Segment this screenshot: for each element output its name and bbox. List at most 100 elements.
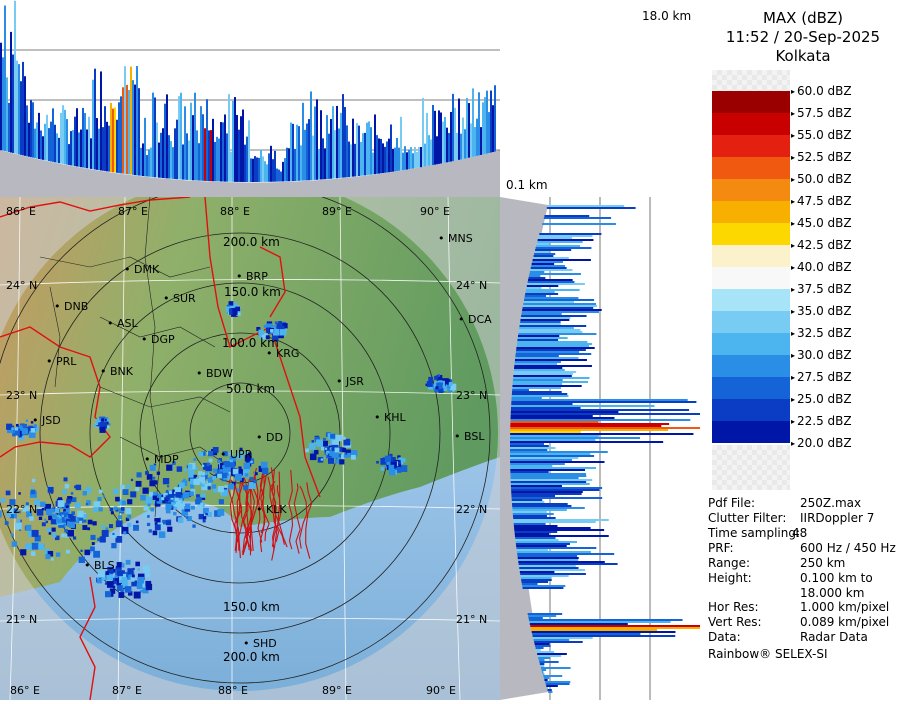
info-val-sampling: 48 bbox=[792, 526, 808, 540]
city-mns: • MNS bbox=[438, 232, 473, 245]
info-val-hor-res: 1.000 km/pixel bbox=[800, 600, 890, 614]
city-jsr: • JSR bbox=[336, 375, 364, 388]
info-key-prf: PRF: bbox=[708, 541, 734, 555]
lon-label-86-bottom: 86° E bbox=[10, 684, 40, 697]
info-key-clutter: Clutter Filter: bbox=[708, 511, 787, 525]
city-brp: • BRP bbox=[236, 270, 268, 283]
legend-label: 37.5 dBZ bbox=[791, 282, 852, 296]
city-sur: • SUR bbox=[163, 292, 196, 305]
profile-scale: 18.0 km 0.1 km bbox=[500, 0, 700, 197]
city-klk: • KLK bbox=[256, 503, 287, 516]
footer-credit: Rainbow® SELEX-SI bbox=[708, 647, 828, 661]
city-prl: • PRL bbox=[46, 355, 77, 368]
map-echoes bbox=[0, 301, 457, 599]
lat-label-22: 22° N bbox=[6, 503, 38, 516]
city-dnb: • DNB bbox=[54, 300, 89, 313]
info-key-vert-res: Vert Res: bbox=[708, 615, 762, 629]
info-val-clutter: IIRDoppler 7 bbox=[800, 511, 875, 525]
city-dca: • DCA bbox=[458, 313, 492, 326]
legend-label: 27.5 dBZ bbox=[791, 370, 852, 384]
legend-label: 40.0 dBZ bbox=[791, 260, 852, 274]
city-krg: • KRG bbox=[266, 347, 300, 360]
city-dd: • DD bbox=[256, 431, 283, 444]
legend-swatch bbox=[712, 311, 790, 333]
ring-label-200: 200.0 km bbox=[223, 235, 280, 249]
legend-label: 55.0 dBZ bbox=[791, 128, 852, 142]
legend-swatch bbox=[712, 355, 790, 377]
lat-label-22-right: 22° N bbox=[456, 503, 488, 516]
legend-label: 42.5 dBZ bbox=[791, 238, 852, 252]
lat-label-21: 21° N bbox=[6, 613, 38, 626]
product-time: 11:52 / 20-Sep-2025 bbox=[725, 28, 881, 46]
lon-label-87-bottom: 87° E bbox=[112, 684, 142, 697]
lat-label-21-right: 21° N bbox=[456, 613, 488, 626]
lon-label-88: 88° E bbox=[220, 205, 250, 218]
info-val-data: Radar Data bbox=[800, 630, 868, 644]
legend-swatch bbox=[712, 399, 790, 421]
legend-swatch bbox=[712, 179, 790, 201]
legend-swatch bbox=[712, 377, 790, 399]
ring-label-150: 150.0 km bbox=[224, 285, 281, 299]
legend-swatch bbox=[712, 91, 790, 113]
info-key-range: Range: bbox=[708, 556, 751, 570]
legend-swatch bbox=[712, 113, 790, 135]
city-bnk: • BNK bbox=[100, 365, 133, 378]
lon-label-90-bottom: 90° E bbox=[426, 684, 456, 697]
legend-label: 47.5 dBZ bbox=[791, 194, 852, 208]
info-key-height: Height: bbox=[708, 571, 752, 585]
legend-label: 32.5 dBZ bbox=[791, 326, 852, 340]
info-val-height: 0.100 km to 18.000 km bbox=[800, 571, 873, 600]
city-upr: • UPR bbox=[220, 448, 253, 461]
legend-label: 50.0 dBZ bbox=[791, 172, 852, 186]
lat-label-23: 23° N bbox=[6, 389, 38, 402]
legend-label: 35.0 dBZ bbox=[791, 304, 852, 318]
lat-label-23-right: 23° N bbox=[456, 389, 488, 402]
city-jsd: • JSD bbox=[32, 414, 61, 427]
top-profile-echoes bbox=[0, 0, 496, 182]
city-asl: • ASL bbox=[107, 317, 138, 330]
city-shd: • SHD bbox=[243, 637, 277, 650]
lon-label-87: 87° E bbox=[118, 205, 148, 218]
legend-swatch bbox=[712, 157, 790, 179]
ring-label-200-south: 200.0 km bbox=[223, 650, 280, 664]
legend-swatch bbox=[712, 245, 790, 267]
legend-swatch bbox=[712, 267, 790, 289]
min-height-label: 0.1 km bbox=[506, 178, 548, 192]
legend-label: 20.0 dBZ bbox=[791, 436, 852, 450]
legend-label: 52.5 dBZ bbox=[791, 150, 852, 164]
legend-label: 60.0 dBZ bbox=[791, 84, 852, 98]
info-key-hor-res: Hor Res: bbox=[708, 600, 759, 614]
city-bsl: • BSL bbox=[454, 430, 485, 443]
product-station: Kolkata bbox=[775, 47, 831, 65]
info-val-pdf: 250Z.max bbox=[800, 496, 862, 510]
legend-label: 25.0 dBZ bbox=[791, 392, 852, 406]
city-dgp: • DGP bbox=[141, 333, 175, 346]
ring-label-50: 50.0 km bbox=[226, 382, 276, 396]
lon-label-89: 89° E bbox=[322, 205, 352, 218]
lon-label-89-bottom: 89° E bbox=[322, 684, 352, 697]
lon-label-90: 90° E bbox=[420, 205, 450, 218]
city-dmk: • DMK bbox=[124, 263, 160, 276]
city-bdw: • BDW bbox=[196, 367, 233, 380]
ring-label-150-south: 150.0 km bbox=[223, 600, 280, 614]
legend-label: 22.5 dBZ bbox=[791, 414, 852, 428]
product-title: MAX (dBZ) bbox=[762, 9, 844, 27]
info-key-sampling: Time sampling: bbox=[708, 526, 801, 540]
right-profile-echoes bbox=[510, 205, 719, 693]
ring-label-100: 100.0 km bbox=[222, 336, 279, 350]
legend-swatch bbox=[712, 223, 790, 245]
legend-label: 57.5 dBZ bbox=[791, 106, 852, 120]
max-height-label: 18.0 km bbox=[642, 9, 692, 23]
radar-map[interactable]: 86° E 87° E 88° E 89° E 90° E 86° E 87° … bbox=[0, 197, 500, 700]
legend-swatch bbox=[712, 421, 790, 443]
info-key-data: Data: bbox=[708, 630, 741, 644]
legend-label: 30.0 dBZ bbox=[791, 348, 852, 362]
info-panel: MAX (dBZ) 11:52 / 20-Sep-2025 Kolkata 60… bbox=[700, 0, 906, 700]
lat-label-24-right: 24° N bbox=[456, 279, 488, 292]
info-val-range: 250 km bbox=[800, 556, 846, 570]
city-khl: • KHL bbox=[374, 411, 406, 424]
city-bls: • BLS bbox=[84, 559, 115, 572]
top-height-profile bbox=[0, 0, 500, 197]
city-mdp: • MDP bbox=[144, 453, 179, 466]
legend-swatch bbox=[712, 135, 790, 157]
